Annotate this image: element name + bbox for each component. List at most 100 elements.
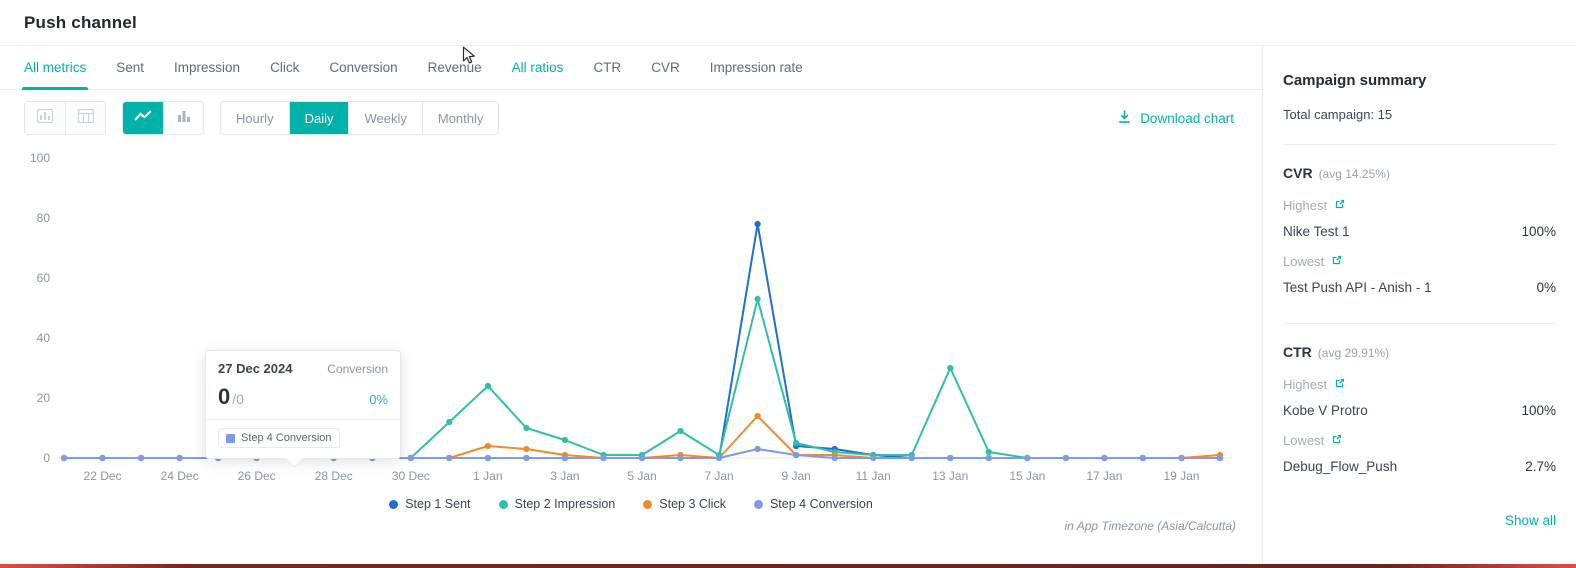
tab-all-ratios[interactable]: All ratios: [511, 60, 564, 75]
line-chart[interactable]: 0 20 40 60 80 100 22 Dec 24 Dec 26 Dec 28 Dec 30 D…: [16, 142, 1246, 488]
tooltip-series-chip: Step 4 Conversion: [218, 428, 340, 448]
campaign-name: Test Push API - Anish - 1: [1283, 280, 1432, 295]
bar-chart-icon: [177, 109, 191, 128]
campaign-value: 0%: [1536, 280, 1556, 295]
granularity-hourly[interactable]: Hourly: [221, 102, 289, 134]
chart-toolbar: Hourly Daily Weekly Monthly Download chart: [0, 90, 1262, 142]
tab-conversion[interactable]: Conversion: [329, 60, 398, 75]
legend-label: Step 3 Click: [659, 497, 726, 511]
svg-text:40: 40: [37, 331, 51, 345]
page-title: Push channel: [24, 12, 137, 32]
campaign-value: 100%: [1521, 403, 1556, 418]
chart-legend: Step 1 Sent Step 2 Impression Step 3 Click…: [0, 497, 1262, 511]
chart-card-icon: [37, 108, 53, 128]
tab-click[interactable]: Click: [270, 60, 300, 75]
tooltip-header: 27 Dec 2024 Conversion: [218, 361, 388, 376]
legend-dot-icon: [389, 499, 399, 509]
tooltip-total: /0: [232, 391, 244, 407]
lowest-campaign-row: Debug_Flow_Push 2.7%: [1283, 459, 1556, 474]
campaign-summary-panel: Campaign summary Total campaign: 15 CVR …: [1262, 46, 1576, 564]
legend-item-step-3-click[interactable]: Step 3 Click: [643, 497, 726, 511]
granularity-toggle: Hourly Daily Weekly Monthly: [220, 101, 500, 135]
chart-card-view-button[interactable]: [25, 102, 65, 134]
svg-text:17 Jan: 17 Jan: [1086, 469, 1122, 483]
total-campaign-label: Total campaign: 15: [1283, 107, 1393, 122]
lowest-label-row: Lowest: [1283, 254, 1556, 269]
timezone-note: in App Timezone (Asia/Calcutta): [1064, 519, 1236, 533]
highest-label-row: Highest: [1283, 198, 1556, 213]
lowest-label: Lowest: [1283, 433, 1325, 448]
table-icon: [77, 108, 94, 128]
tab-all-metrics[interactable]: All metrics: [21, 46, 89, 90]
lowest-campaign-row: Test Push API - Anish - 1 0%: [1283, 280, 1556, 295]
svg-text:60: 60: [37, 271, 51, 285]
external-link-icon[interactable]: [1331, 254, 1342, 269]
ctr-summary-section: CTR (avg 29.91%) Highest Kobe V Protro 1…: [1283, 344, 1556, 474]
conversion-swatch-icon: [226, 433, 235, 443]
svg-text:1 Jan: 1 Jan: [473, 469, 502, 483]
divider: [1283, 323, 1556, 324]
external-link-icon[interactable]: [1334, 377, 1345, 392]
highest-label-row: Highest: [1283, 377, 1556, 392]
metric-name: CTR: [1283, 344, 1312, 360]
external-link-icon[interactable]: [1334, 198, 1345, 213]
lowest-label: Lowest: [1283, 254, 1325, 269]
download-chart-button[interactable]: Download chart: [1117, 109, 1238, 127]
tab-cvr[interactable]: CVR: [651, 60, 680, 75]
svg-text:9 Jan: 9 Jan: [781, 469, 810, 483]
cvr-summary-section: CVR (avg 14.25%) Highest Nike Test 1 100…: [1283, 165, 1556, 295]
download-chart-label: Download chart: [1140, 110, 1234, 126]
svg-text:80: 80: [37, 211, 51, 225]
svg-text:13 Jan: 13 Jan: [932, 469, 968, 483]
download-icon: [1117, 109, 1132, 127]
page-header: Push channel: [0, 0, 1576, 46]
svg-text:22 Dec: 22 Dec: [84, 469, 122, 483]
legend-item-step-1-sent[interactable]: Step 1 Sent: [389, 497, 471, 511]
tab-impression[interactable]: Impression: [174, 60, 241, 75]
tooltip-series-label: Step 4 Conversion: [241, 432, 332, 444]
highest-campaign-row: Nike Test 1 100%: [1283, 224, 1556, 239]
lowest-label-row: Lowest: [1283, 433, 1556, 448]
svg-text:7 Jan: 7 Jan: [704, 469, 733, 483]
dashboard-body: All metrics Sent Impression Click Conversion…: [0, 46, 1576, 564]
tab-revenue[interactable]: Revenue: [427, 60, 482, 75]
bar-chart-type-button[interactable]: [163, 102, 203, 134]
svg-text:19 Jan: 19 Jan: [1163, 469, 1199, 483]
ctr-heading: CTR (avg 29.91%): [1283, 344, 1556, 360]
granularity-weekly[interactable]: Weekly: [348, 102, 422, 134]
campaign-value: 100%: [1521, 224, 1556, 239]
campaign-value: 2.7%: [1525, 459, 1556, 474]
external-link-icon[interactable]: [1331, 433, 1342, 448]
divider: [1283, 144, 1556, 145]
metric-name: CVR: [1283, 165, 1313, 181]
tab-impression-rate[interactable]: Impression rate: [709, 60, 803, 75]
svg-text:11 Jan: 11 Jan: [856, 469, 891, 483]
tab-sent[interactable]: Sent: [116, 60, 145, 75]
main-panel: All metrics Sent Impression Click Conversion…: [0, 46, 1262, 564]
metric-tabs: All metrics Sent Impression Click Conversion…: [0, 46, 1262, 90]
granularity-daily[interactable]: Daily: [288, 102, 349, 134]
svg-text:24 Dec: 24 Dec: [161, 469, 199, 483]
legend-item-step-2-impression[interactable]: Step 2 Impression: [498, 497, 615, 511]
svg-text:0: 0: [43, 451, 50, 465]
show-all-link[interactable]: Show all: [1504, 513, 1556, 528]
legend-item-step-4-conversion[interactable]: Step 4 Conversion: [753, 497, 873, 511]
highest-label: Highest: [1283, 198, 1328, 213]
line-chart-type-button[interactable]: [123, 102, 163, 134]
legend-dot-icon: [753, 499, 763, 509]
tooltip-percent: 0%: [369, 392, 388, 407]
svg-text:26 Dec: 26 Dec: [238, 469, 276, 483]
svg-text:28 Dec: 28 Dec: [315, 469, 353, 483]
line-chart-icon: [134, 109, 152, 128]
tooltip-value: 0: [218, 384, 231, 409]
table-view-button[interactable]: [65, 102, 105, 134]
granularity-monthly[interactable]: Monthly: [421, 102, 499, 134]
campaign-name: Nike Test 1: [1283, 224, 1350, 239]
tooltip-metric: Conversion: [327, 362, 388, 376]
tab-ctr[interactable]: CTR: [593, 60, 622, 75]
chart-tooltip: 27 Dec 2024 Conversion 0/0 0% Step 4 Con…: [205, 350, 401, 459]
svg-text:3 Jan: 3 Jan: [550, 469, 579, 483]
campaign-name: Debug_Flow_Push: [1283, 459, 1398, 474]
svg-text:15 Jan: 15 Jan: [1009, 469, 1045, 483]
